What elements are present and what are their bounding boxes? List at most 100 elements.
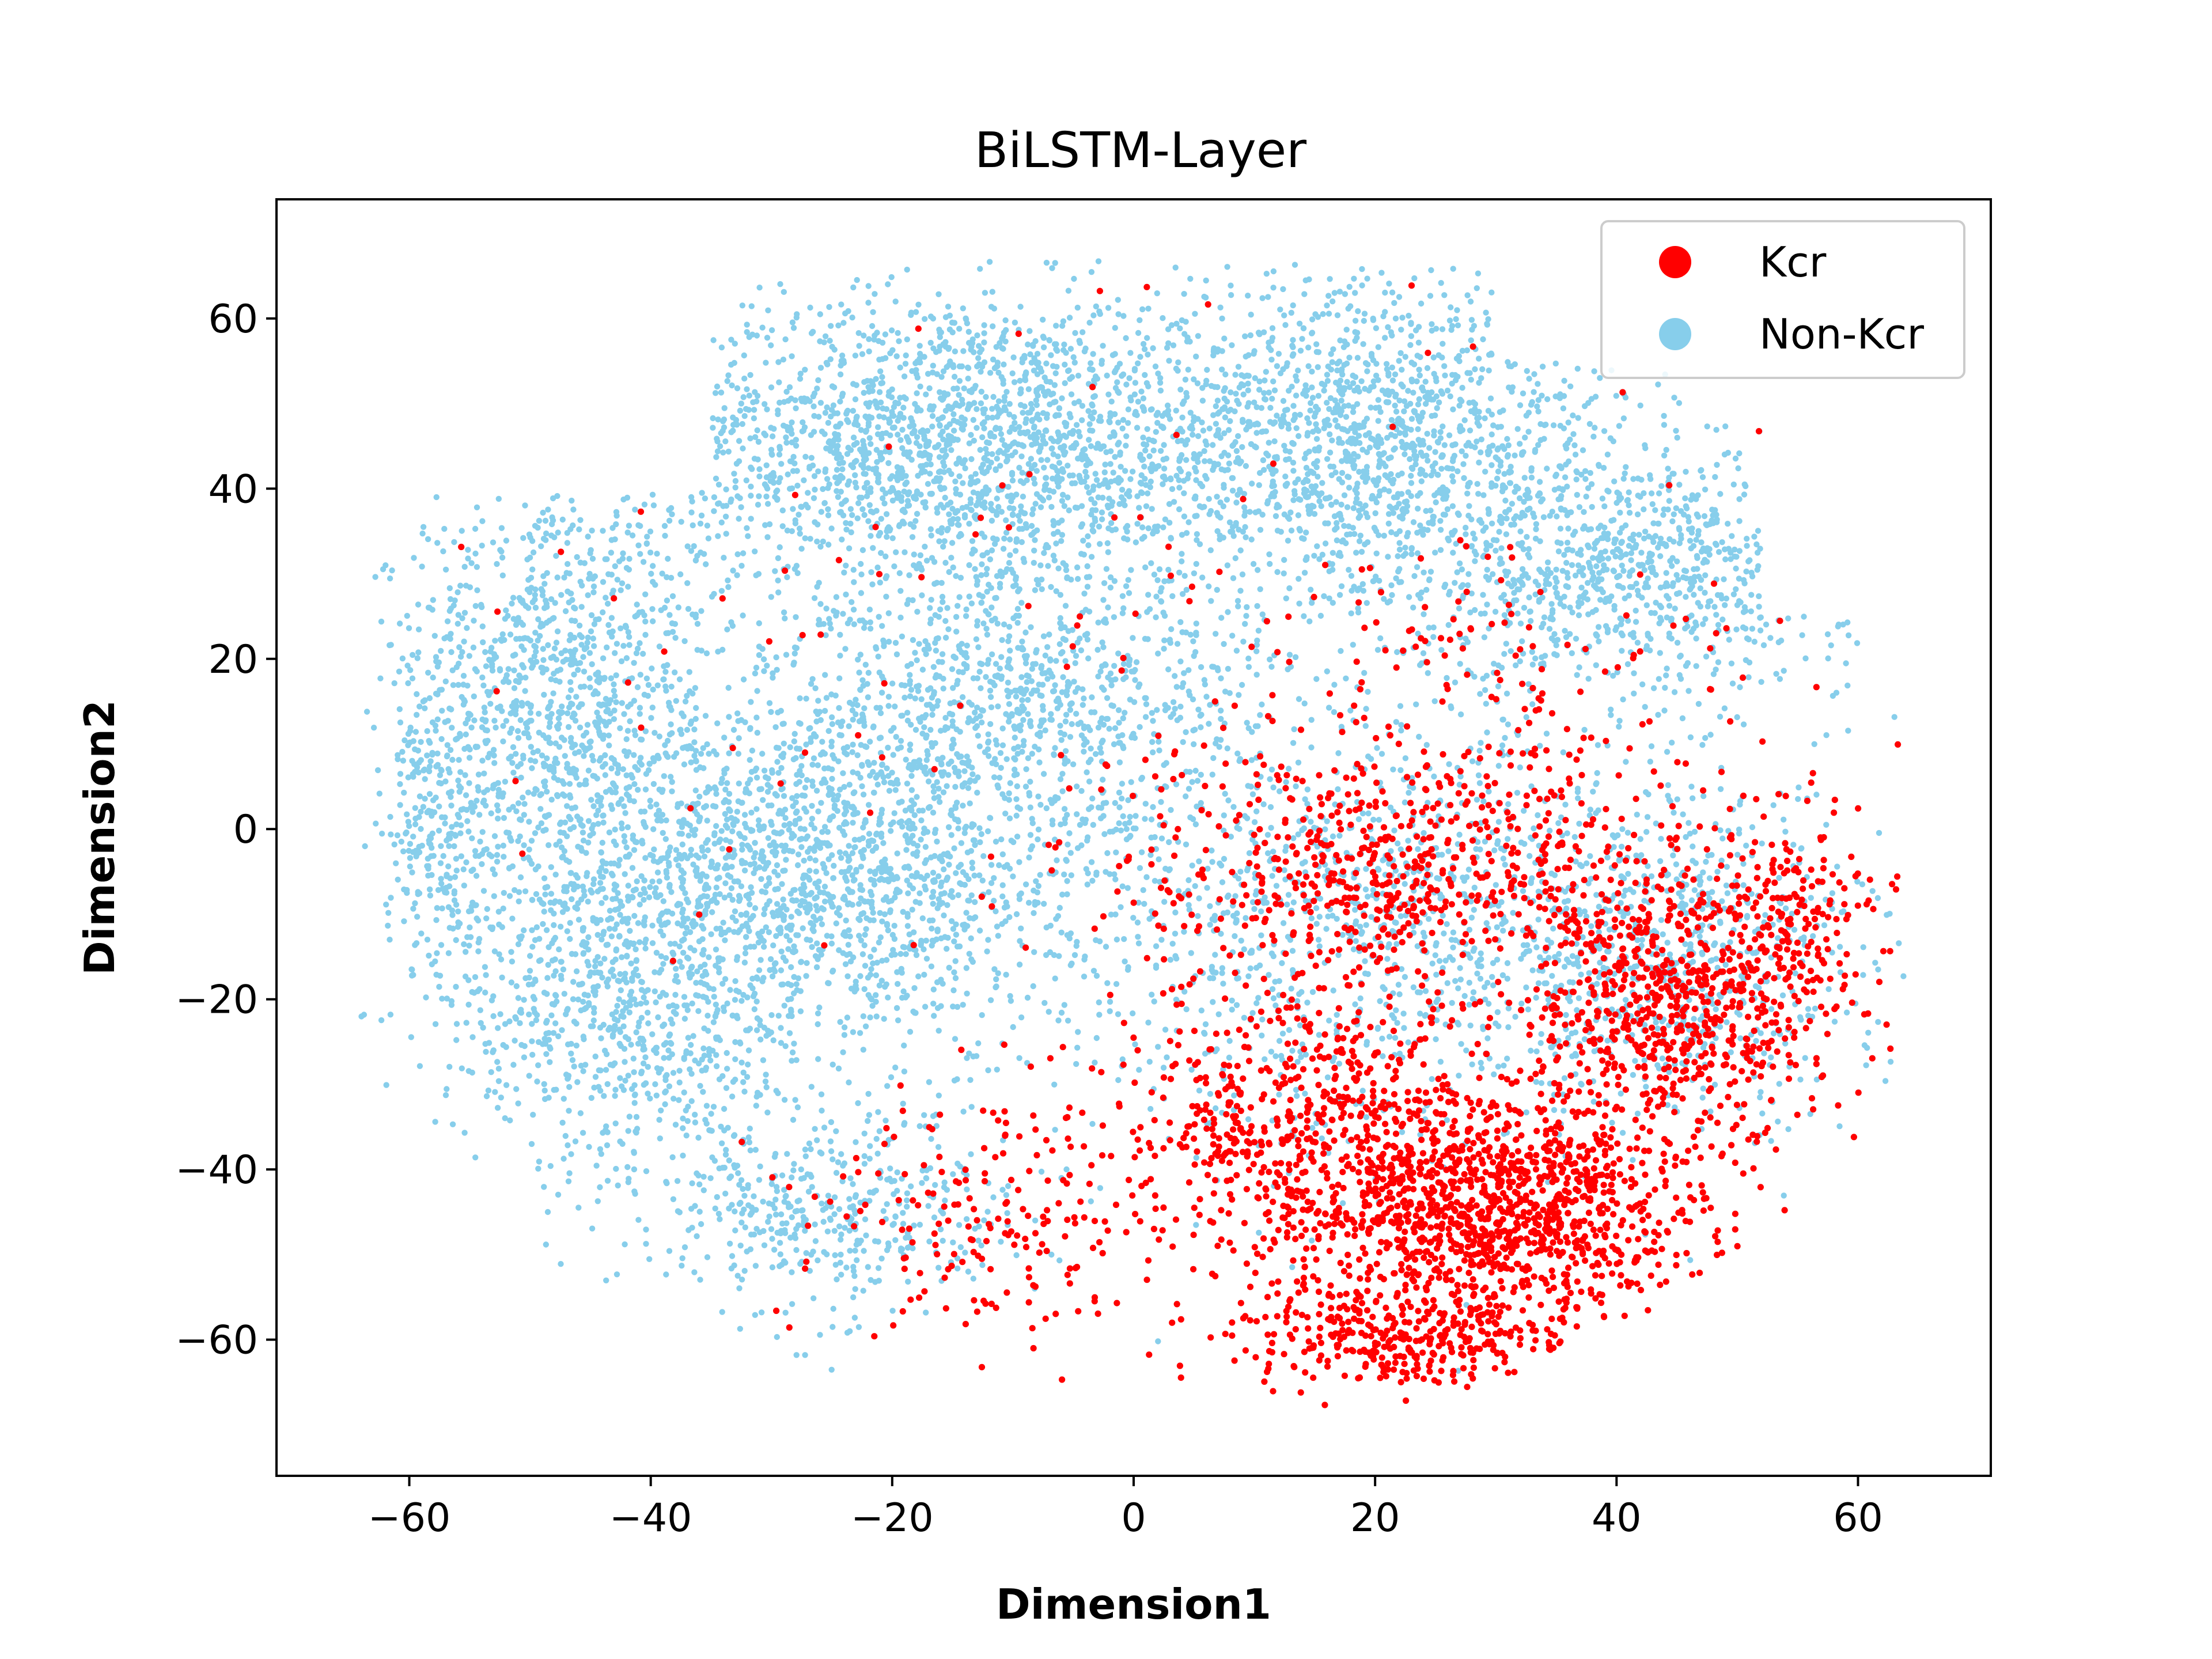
point-non-kcr [1203, 442, 1210, 448]
point-non-kcr [1025, 341, 1031, 348]
point-non-kcr [1031, 423, 1037, 430]
point-non-kcr [626, 634, 632, 640]
point-non-kcr [637, 640, 643, 646]
point-non-kcr [1755, 563, 1762, 569]
point-non-kcr [1576, 504, 1583, 510]
point-non-kcr [1672, 605, 1678, 612]
point-non-kcr [842, 646, 849, 652]
point-non-kcr [1384, 434, 1391, 441]
point-non-kcr [1512, 452, 1518, 459]
point-non-kcr [1325, 363, 1331, 370]
point-non-kcr [1120, 313, 1127, 319]
point-non-kcr [1202, 458, 1208, 464]
point-non-kcr [728, 336, 734, 343]
point-non-kcr [1373, 325, 1380, 331]
point-non-kcr [1110, 469, 1116, 476]
point-non-kcr [1478, 449, 1484, 456]
point-non-kcr [541, 691, 547, 698]
point-non-kcr [764, 501, 771, 507]
point-non-kcr [1540, 514, 1547, 520]
point-non-kcr [1073, 441, 1080, 448]
point-non-kcr [411, 555, 417, 561]
point-non-kcr [899, 445, 906, 452]
point-non-kcr [1704, 423, 1710, 430]
point-non-kcr [1464, 292, 1471, 298]
point-non-kcr [554, 628, 561, 635]
point-non-kcr [565, 694, 572, 700]
point-non-kcr [1041, 464, 1047, 471]
point-non-kcr [1247, 423, 1253, 429]
point-non-kcr [1126, 375, 1132, 381]
point-non-kcr [978, 369, 984, 375]
point-non-kcr [1415, 413, 1421, 419]
point-non-kcr [1717, 491, 1724, 497]
point-non-kcr [479, 543, 485, 549]
point-non-kcr [981, 330, 987, 336]
point-non-kcr [953, 486, 959, 493]
point-non-kcr [543, 530, 550, 537]
point-non-kcr [1183, 530, 1190, 536]
point-non-kcr [713, 475, 719, 482]
point-non-kcr [1296, 600, 1302, 607]
point-non-kcr [554, 493, 560, 499]
point-non-kcr [903, 479, 910, 486]
point-non-kcr [1053, 588, 1059, 594]
point-non-kcr [1017, 377, 1023, 384]
point-non-kcr [1560, 393, 1567, 399]
point-non-kcr [1220, 503, 1226, 510]
point-non-kcr [919, 567, 925, 573]
point-non-kcr [463, 731, 469, 738]
point-non-kcr [521, 801, 528, 807]
point-non-kcr [1428, 267, 1434, 274]
point-non-kcr [826, 439, 833, 446]
point-non-kcr [1270, 421, 1277, 427]
point-non-kcr [1031, 547, 1037, 554]
point-non-kcr [940, 368, 947, 374]
point-non-kcr [1580, 447, 1586, 453]
point-non-kcr [1437, 487, 1443, 493]
point-non-kcr [1417, 440, 1423, 446]
point-non-kcr [1389, 289, 1396, 296]
point-non-kcr [520, 752, 527, 759]
point-non-kcr [1362, 360, 1369, 366]
point-non-kcr [847, 520, 854, 527]
point-non-kcr [789, 485, 796, 491]
point-non-kcr [988, 547, 995, 554]
point-non-kcr [1508, 363, 1514, 370]
point-non-kcr [586, 675, 593, 681]
point-non-kcr [434, 716, 441, 723]
point-non-kcr [1043, 360, 1050, 367]
point-non-kcr [734, 551, 741, 558]
point-non-kcr [748, 483, 754, 490]
point-non-kcr [979, 531, 985, 537]
point-non-kcr [730, 567, 736, 574]
point-non-kcr [1030, 343, 1036, 349]
point-non-kcr [1131, 366, 1138, 372]
point-non-kcr [714, 438, 721, 445]
point-non-kcr [1346, 484, 1353, 491]
point-non-kcr [642, 631, 649, 638]
point-non-kcr [852, 396, 859, 403]
point-non-kcr [1248, 441, 1255, 448]
point-non-kcr [1348, 610, 1354, 617]
point-non-kcr [1046, 494, 1052, 501]
point-non-kcr [960, 480, 966, 486]
point-non-kcr [1229, 632, 1236, 639]
point-non-kcr [1159, 412, 1166, 419]
point-non-kcr [998, 431, 1005, 437]
point-non-kcr [1544, 396, 1551, 403]
point-non-kcr [764, 534, 771, 540]
point-non-kcr [602, 556, 608, 562]
point-non-kcr [1676, 540, 1683, 547]
point-non-kcr [1551, 487, 1558, 493]
point-non-kcr [994, 363, 1001, 369]
point-non-kcr [1517, 528, 1524, 535]
point-non-kcr [1582, 468, 1589, 474]
point-non-kcr [1085, 533, 1091, 540]
point-non-kcr [1035, 429, 1042, 435]
point-non-kcr [1373, 528, 1380, 535]
point-non-kcr [957, 531, 964, 537]
point-non-kcr [802, 502, 809, 508]
point-non-kcr [1567, 631, 1573, 637]
point-non-kcr [1417, 522, 1423, 529]
